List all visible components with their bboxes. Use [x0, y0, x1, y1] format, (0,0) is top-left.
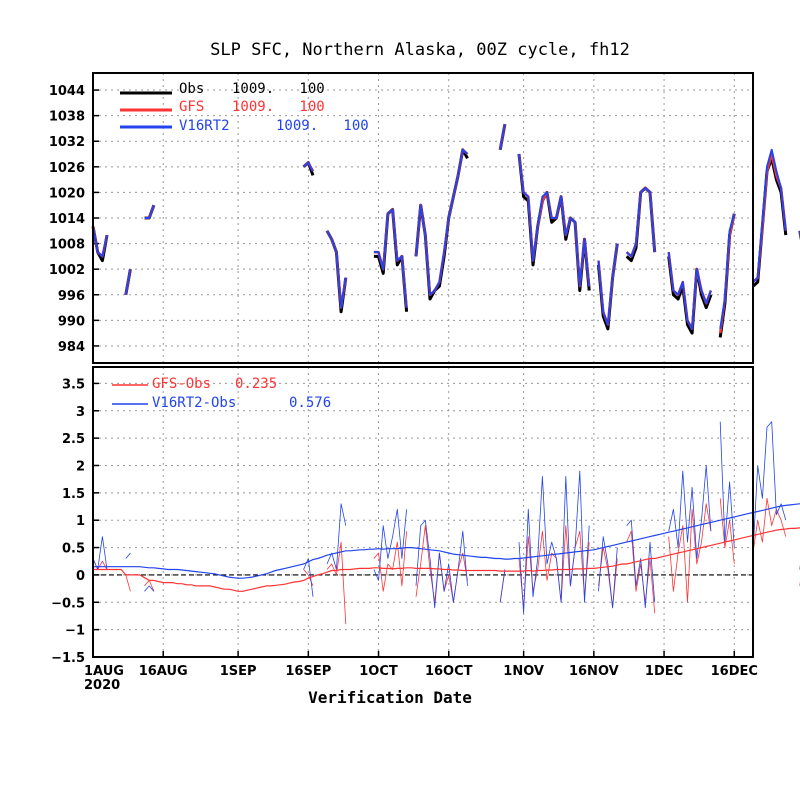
series-line-v16rt2-obs [719, 421, 735, 548]
legend-stats-gfs: 1009. 100 [232, 99, 325, 115]
legend-label-obs: Obs [179, 81, 204, 97]
bottom-ytick-label: −1.5 [51, 651, 85, 666]
series-line-gfs-obs [668, 503, 712, 603]
series-line-v16rt2-obs [303, 558, 314, 597]
xtick-label: 16NOV [569, 664, 619, 679]
series-line-v16rt2 [373, 208, 408, 308]
series-line-v16rt2 [719, 213, 736, 330]
series-line-v16rt2-obs [92, 536, 108, 570]
series-line-v16rt2 [597, 243, 619, 326]
series-line-v16rt2 [625, 187, 656, 258]
xtick-label: 16DEC [711, 664, 758, 679]
bottom-ytick-label: 1 [76, 514, 85, 529]
series-line-v16rt2-obs [518, 470, 590, 614]
top-gridlines [92, 73, 753, 363]
xtick-label: 1AUG [84, 664, 124, 679]
series-line-v16rt2 [415, 148, 469, 296]
series-line-v16rt2 [667, 251, 712, 330]
series-line-v16rt2 [144, 204, 155, 219]
xtick-label: 1OCT [359, 664, 398, 679]
series-line-v16rt2-obs [626, 519, 656, 609]
bottom-ytick-label: 3.5 [62, 377, 85, 392]
top-ytick-label: 1002 [49, 263, 85, 278]
xtick-year-label: 2020 [84, 678, 120, 693]
bottom-y-ticks: 3.5 3 2.5 2 1.5 1 0.5 0 −0.5 −1 −1.5 [51, 377, 99, 666]
series-line-v16rt2-obs [373, 508, 407, 581]
series-line-v16rt2-obs [598, 536, 618, 609]
top-ytick-label: 1032 [49, 135, 85, 150]
series-line-v16rt2 [302, 161, 314, 172]
series-line-v16rt2-obs [326, 503, 347, 570]
top-ytick-label: 996 [58, 289, 85, 304]
top-ytick-label: 990 [58, 314, 85, 329]
series-line-v16rt2 [499, 124, 506, 150]
top-panel: 1044 1038 1032 1026 1020 1014 1008 1002 996 990 98… [49, 72, 800, 364]
bottom-panel: 3.5 3 2.5 2 1.5 1 0.5 0 −0.5 −1 −1.5 GFS-Obs 0.235… [51, 366, 800, 666]
top-plot-frame [92, 72, 754, 364]
legend-label-v16rt2: V16RT2 [179, 118, 230, 134]
top-ytick-label: 1026 [49, 161, 85, 176]
top-y-ticks: 1044 1038 1032 1026 1020 1014 1008 1002 996 990 98… [49, 84, 99, 355]
top-ytick-label: 984 [58, 340, 85, 355]
legend-stats-v16rt2-obs: 0.576 [289, 395, 331, 411]
series-line-gfs-obs [518, 525, 590, 609]
top-ytick-label: 1020 [49, 186, 85, 201]
x-axis-label: Verification Date [308, 688, 472, 707]
legend-stats-gfs-obs: 0.235 [235, 376, 277, 392]
legend-stats-v16rt2: 1009. 100 [276, 118, 369, 134]
bottom-ytick-label: −0.5 [51, 596, 85, 611]
bottom-ytick-label: −1 [65, 624, 85, 639]
series-line-v16rt2 [92, 226, 108, 258]
series-line-gfs-obs [719, 498, 735, 565]
xtick-label: 1NOV [503, 664, 544, 679]
legend-label-gfs: GFS [179, 99, 204, 115]
series-line-v16rt2-obs [125, 552, 131, 559]
series-mean-gfs-obs [93, 527, 800, 592]
series-mean-v16rt2-obs [93, 503, 800, 579]
xtick-label: 16AUG [139, 664, 188, 679]
xtick-label: 16SEP [285, 664, 331, 679]
series-line-v16rt2 [518, 153, 591, 288]
legend-label-gfs-obs: GFS-Obs [152, 376, 211, 392]
xtick-label: 16OCT [425, 664, 473, 679]
xtick-label: 1SEP [220, 664, 257, 679]
series-line-v16rt2-obs [668, 465, 712, 559]
series-line-v16rt2-obs [415, 519, 468, 609]
series-line-v16rt2 [326, 230, 347, 309]
top-plot-lines [91, 123, 800, 338]
series-line-gfs-obs [752, 497, 787, 554]
xtick-label: 1DEC [645, 664, 683, 679]
bottom-ytick-label: 2.5 [62, 432, 85, 447]
bottom-plot-frame [92, 366, 754, 658]
series-line-v16rt2 [752, 148, 787, 283]
series-line-v16rt2-obs [499, 569, 506, 603]
bottom-ytick-label: 0.5 [62, 542, 85, 557]
series-line-gfs [752, 152, 788, 283]
series-line-v16rt2-obs [144, 585, 155, 592]
legend-stats-obs: 1009. 100 [232, 81, 325, 97]
top-ytick-label: 1008 [49, 238, 85, 253]
bottom-legend: GFS-Obs 0.235 V16RT2-Obs 0.576 [112, 376, 331, 411]
series-line-obs [667, 256, 713, 335]
bottom-plot-lines [92, 421, 800, 625]
bottom-ytick-label: 3 [76, 405, 85, 420]
top-legend: Obs 1009. 100 GFS 1009. 100 V16RT2 1009.… [120, 81, 369, 134]
series-line-gfs-obs [125, 574, 131, 592]
bottom-ytick-label: 0 [76, 569, 85, 584]
legend-label-v16rt2-obs: V16RT2-Obs [152, 395, 236, 411]
series-line-v16rt2-obs [752, 421, 787, 554]
series-line-gfs-obs [415, 525, 468, 603]
series-line-gfs [667, 251, 713, 331]
bottom-ytick-label: 1.5 [62, 487, 85, 502]
series-line-v16rt2 [124, 269, 132, 295]
bottom-ytick-label: 2 [76, 459, 85, 474]
chart-title: SLP SFC, Northern Alaska, 00Z cycle, fh1… [210, 40, 630, 60]
top-ytick-label: 1038 [49, 110, 85, 125]
top-ytick-label: 1014 [49, 212, 85, 227]
top-ytick-label: 1044 [49, 84, 85, 99]
series-line-gfs-obs [373, 531, 407, 592]
